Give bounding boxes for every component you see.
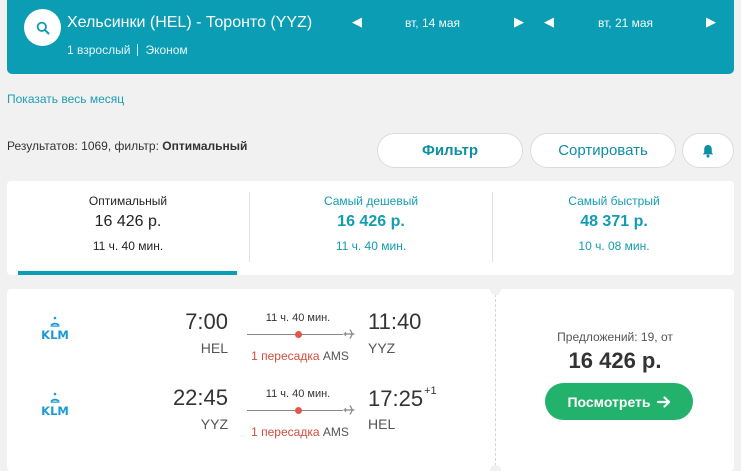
view-offer-button[interactable]: Посмотреть: [545, 383, 693, 420]
show-month-link[interactable]: Показать весь месяц: [7, 92, 125, 106]
price-alert-button[interactable]: [682, 133, 734, 168]
stop-dot: [295, 407, 302, 414]
ticket-notch: [490, 284, 501, 295]
tab-price: 16 426 р.: [337, 213, 405, 230]
separator: [137, 44, 139, 56]
view-offer-label: Посмотреть: [567, 393, 651, 410]
tab-duration: 11 ч. 40 мин.: [335, 239, 407, 253]
tab-price: 16 426 р.: [94, 213, 162, 230]
stops-info: 1 пересадка AMS: [247, 425, 353, 439]
return-date[interactable]: вт, 21 мая: [598, 16, 654, 30]
passengers-count: 1 взрослый: [67, 43, 131, 57]
ticket-notch: [490, 465, 501, 471]
results-summary: Результатов: 1069, фильтр: Оптимальный: [7, 139, 247, 153]
arrival-time: 17:25+1: [368, 385, 437, 412]
tab-divider: [249, 192, 250, 262]
tab-title: Самый быстрый: [568, 194, 660, 208]
flight-duration: 11 ч. 40 мин.: [265, 312, 331, 324]
flight-duration: 11 ч. 40 мин.: [265, 388, 331, 400]
arrival-time: 11:40: [368, 309, 421, 335]
arrival-time-value: 17:25: [368, 386, 424, 411]
tab-divider: [492, 192, 493, 262]
depart-prev-arrow-icon[interactable]: ◀: [352, 14, 362, 29]
departure-airport: HEL: [200, 340, 228, 356]
search-button[interactable]: [24, 9, 61, 46]
flight-leg-outbound: KLM 7:00 HEL 11 ч. 40 мин. 1 пересадка A…: [7, 309, 495, 369]
card-divider: [495, 289, 496, 471]
stops-info: 1 пересадка AMS: [247, 349, 353, 363]
passengers-info[interactable]: 1 взрослый Эконом: [67, 43, 188, 57]
tab-optimal[interactable]: Оптимальный 16 426 р. 11 ч. 40 мин.: [7, 181, 249, 275]
results-filter-name: Оптимальный: [162, 139, 248, 153]
departure-airport: YYZ: [200, 416, 228, 432]
stops-count: 1 пересадка: [251, 425, 320, 439]
tab-cheapest[interactable]: Самый дешевый 16 426 р. 11 ч. 40 мин.: [250, 181, 492, 275]
route-title[interactable]: Хельсинки (HEL) - Торонто (YYZ): [67, 14, 313, 31]
depart-date[interactable]: вт, 14 мая: [405, 16, 461, 30]
stops-count: 1 пересадка: [251, 349, 320, 363]
departure-time: 7:00: [185, 309, 228, 334]
offers-count: Предложений: 19, от: [557, 330, 673, 344]
arrival-time-value: 11:40: [368, 309, 422, 334]
tab-title: Оптимальный: [88, 194, 168, 208]
sort-tabs: Оптимальный 16 426 р. 11 ч. 40 мин. Самы…: [7, 181, 734, 275]
svg-text:KLM: KLM: [41, 328, 69, 342]
active-tab-indicator: [18, 271, 237, 275]
sort-button[interactable]: Сортировать: [530, 133, 676, 168]
klm-logo-icon: KLM: [41, 392, 69, 418]
search-icon: [36, 21, 49, 34]
day-offset: +1: [424, 385, 437, 397]
arrival-airport: HEL: [368, 416, 396, 432]
flight-leg-return: KLM 22:45 YYZ 11 ч. 40 мин. 1 пересадка …: [7, 385, 495, 445]
departure-time: 22:45: [172, 385, 228, 410]
return-next-arrow-icon[interactable]: ▶: [706, 14, 716, 29]
tab-fastest[interactable]: Самый быстрый 48 371 р. 10 ч. 08 мин.: [493, 181, 735, 275]
depart-next-arrow-icon[interactable]: ▶: [514, 14, 524, 29]
arrival-airport: YYZ: [368, 340, 396, 356]
flight-result-card[interactable]: KLM 7:00 HEL 11 ч. 40 мин. 1 пересадка A…: [7, 284, 734, 471]
tab-price: 48 371 р.: [580, 213, 648, 230]
stop-airport: AMS: [322, 349, 349, 363]
tab-duration: 10 ч. 08 мин.: [578, 239, 650, 253]
stop-dot: [295, 331, 302, 338]
search-header: Хельсинки (HEL) - Торонто (YYZ) 1 взросл…: [7, 0, 734, 74]
bell-icon: [702, 144, 714, 158]
results-prefix: Результатов: 1069, фильтр:: [7, 139, 159, 153]
klm-logo-icon: KLM: [41, 316, 69, 342]
svg-text:KLM: KLM: [41, 404, 69, 418]
filter-button[interactable]: Фильтр: [377, 133, 523, 168]
tab-title: Самый дешевый: [323, 194, 419, 208]
arrow-right-icon: [656, 395, 670, 408]
stop-airport: AMS: [322, 425, 349, 439]
plane-icon: [343, 329, 355, 339]
tab-duration: 11 ч. 40 мин.: [92, 239, 164, 253]
result-price: 16 426 р.: [568, 348, 662, 373]
cabin-class: Эконом: [145, 43, 188, 57]
plane-icon: [343, 405, 355, 415]
return-prev-arrow-icon[interactable]: ◀: [544, 14, 554, 29]
